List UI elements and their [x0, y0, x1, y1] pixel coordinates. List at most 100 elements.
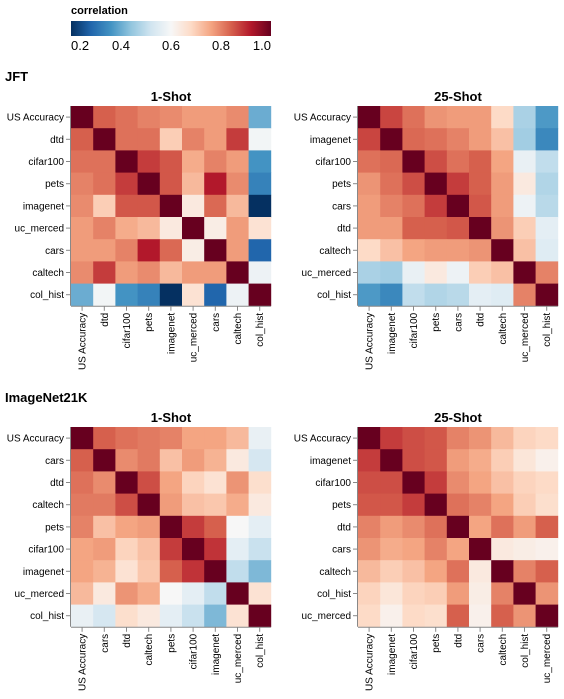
x-tick-label: uc_merced — [520, 313, 531, 362]
x-tick-label: dtd — [453, 634, 464, 648]
heatmap-cell — [358, 560, 381, 583]
heatmap-cell — [402, 128, 425, 151]
heatmap-cell — [93, 194, 116, 218]
heatmap-cell — [115, 283, 138, 307]
heatmap-cell — [424, 493, 448, 517]
heatmap-cell — [137, 538, 161, 561]
y-tick-label: uc_merced — [302, 611, 351, 622]
heatmap-cell — [226, 449, 249, 472]
heatmap-cell — [513, 449, 536, 472]
heatmap-cell — [491, 471, 514, 494]
heatmap-cell — [159, 560, 183, 583]
heatmap-cell — [226, 106, 249, 129]
heatmap-cell — [402, 471, 425, 494]
heatmap-cell — [402, 283, 425, 307]
heatmap-cell — [424, 239, 448, 262]
heatmap-cell — [535, 604, 559, 628]
heatmap-cell — [115, 582, 138, 605]
heatmap-cell — [226, 515, 249, 539]
heatmap-cell — [71, 515, 94, 539]
y-tick-label: cars — [45, 246, 64, 257]
heatmap-cell — [204, 538, 227, 561]
heatmap-cell — [248, 106, 272, 129]
heatmap-cell — [491, 283, 514, 307]
heatmap-cell — [159, 604, 183, 628]
heatmap-cell — [402, 582, 425, 605]
heatmap-cell — [182, 538, 205, 561]
heatmap-cell — [469, 283, 492, 307]
x-tick-label: uc_merced — [233, 634, 244, 683]
heatmap-cell — [446, 106, 470, 129]
heatmap-cell — [115, 604, 138, 628]
heatmap-cell — [248, 150, 272, 173]
x-tick-label: caltech — [233, 313, 244, 345]
heatmap-cell — [71, 106, 94, 129]
heatmap-cell — [115, 106, 138, 129]
heatmap-cell — [204, 239, 227, 262]
heatmap-cell — [137, 239, 161, 262]
heatmap-cell — [248, 493, 272, 517]
heatmap-cell — [226, 538, 249, 561]
x-tick-label: imagenet — [387, 634, 398, 675]
heatmap-cell — [513, 427, 536, 450]
heatmap-cell — [491, 582, 514, 605]
legend-tick-label: 0.2 — [71, 38, 89, 53]
heatmap-cell — [93, 283, 116, 307]
heatmap-cell — [182, 515, 205, 539]
x-tick-label: cifar100 — [409, 633, 420, 669]
heatmap-cell — [358, 515, 381, 539]
x-tick-label: cars — [211, 313, 222, 332]
legend-tick-label: 0.6 — [162, 38, 180, 53]
heatmap-cell — [358, 283, 381, 307]
heatmap-cell — [446, 217, 470, 240]
heatmap-cell — [137, 172, 161, 196]
heatmap-cell — [469, 172, 492, 196]
heatmap-cell — [513, 128, 536, 151]
heatmap-cell — [380, 427, 403, 450]
y-tick-label: col_hist — [317, 589, 351, 600]
heatmap-cell — [204, 471, 227, 494]
heatmap-cell — [380, 106, 403, 129]
heatmap-cell — [380, 261, 403, 284]
heatmap-cell — [469, 471, 492, 494]
heatmap-cell — [513, 283, 536, 307]
x-tick-label: US Accuracy — [78, 634, 89, 691]
y-tick-label: caltech — [319, 246, 351, 257]
heatmap-cell — [71, 217, 94, 240]
heatmap-cell — [226, 172, 249, 196]
heatmap-cell — [159, 261, 183, 284]
heatmap-cell — [159, 449, 183, 472]
heatmap-cell — [71, 604, 94, 628]
x-tick-label: US Accuracy — [78, 313, 89, 370]
heatmap-cell — [71, 471, 94, 494]
heatmap-cell — [424, 261, 448, 284]
heatmap-cell — [513, 194, 536, 218]
heatmap-cell — [469, 128, 492, 151]
heatmap-cell — [358, 261, 381, 284]
heatmap-cell — [491, 515, 514, 539]
heatmap-cell — [204, 128, 227, 151]
y-tick-label: uc_merced — [302, 268, 351, 279]
heatmap-cell — [469, 427, 492, 450]
heatmap-cell — [137, 560, 161, 583]
heatmap-cell — [93, 150, 116, 173]
x-tick-label: imagenet — [166, 313, 177, 354]
heatmap-cell — [358, 427, 381, 450]
heatmap-cell — [204, 582, 227, 605]
heatmap-cell — [424, 560, 448, 583]
x-tick-label: cifar100 — [189, 633, 200, 669]
heatmap-cell — [380, 283, 403, 307]
heatmap-cell — [535, 515, 559, 539]
heatmap-cell — [535, 128, 559, 151]
heatmap-cell — [402, 194, 425, 218]
x-tick-label: caltech — [498, 634, 509, 666]
heatmap-cell — [469, 582, 492, 605]
heatmap-cell — [93, 172, 116, 196]
heatmap-cell — [513, 106, 536, 129]
heatmap-cell — [491, 194, 514, 218]
heatmap-cell — [535, 582, 559, 605]
heatmap-cell — [380, 194, 403, 218]
heatmap-cell — [248, 471, 272, 494]
heatmap-cell — [159, 239, 183, 262]
x-tick-label: pets — [166, 634, 177, 653]
